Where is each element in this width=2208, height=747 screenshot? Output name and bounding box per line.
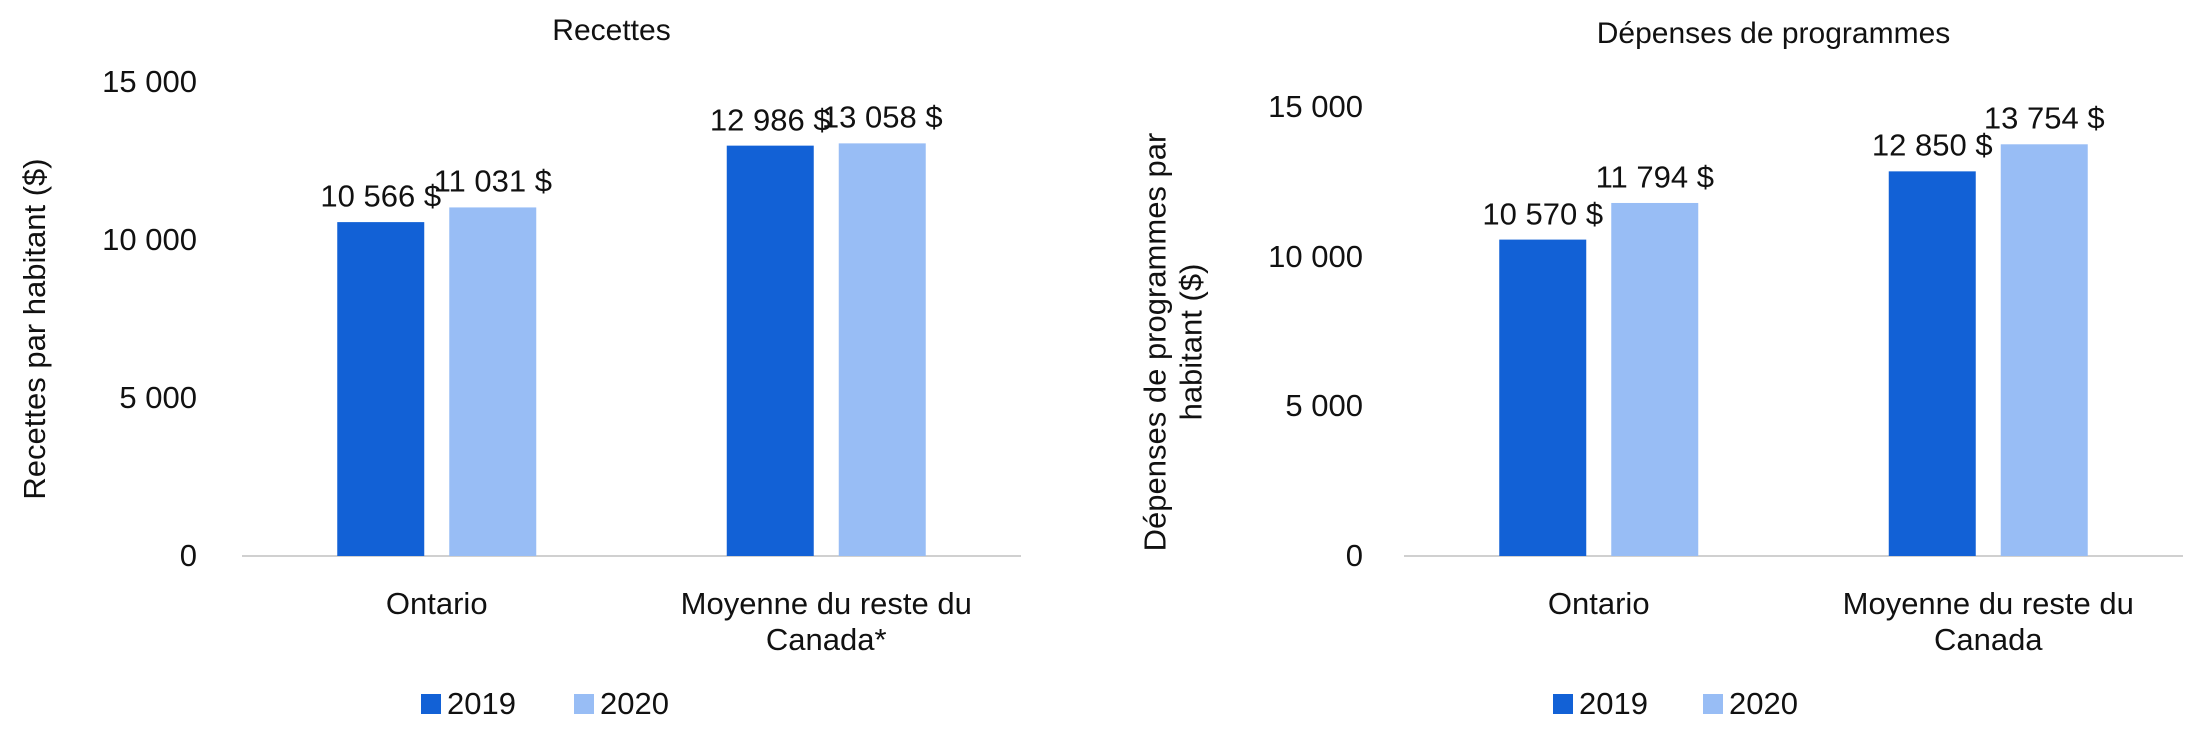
y-tick-label: 0 [1345,538,1363,574]
y-tick-label: 0 [179,538,197,574]
legend-swatch [1703,694,1723,714]
y-tick-label: 5 000 [1285,388,1363,424]
legend-label: 2020 [600,686,669,722]
x-tick-label: Moyenne du reste du Canada [1842,586,2134,657]
data-label: 10 570 $ [1482,195,1604,231]
legend-label: 2019 [1579,686,1648,722]
data-label: 12 850 $ [1871,127,1993,163]
y-tick-label: 15 000 [102,64,197,100]
bar [449,207,537,556]
y-tick-label: 15 000 [1268,89,1363,125]
bar [726,145,814,556]
y-tick-label: 5 000 [119,380,197,416]
chart-title: Dépenses de programmes [1596,16,1951,50]
bar [838,143,926,557]
data-label: 10 566 $ [320,178,442,214]
data-label: 12 986 $ [709,102,831,137]
bar [2000,144,2088,556]
bar [337,222,425,557]
legend-swatch [1553,694,1573,714]
y-axis-label: Recettes par habitant ($) [17,158,53,500]
x-tick-label: Ontario [385,586,488,621]
data-label: 13 754 $ [1983,100,2105,136]
chart-title: Recettes [552,13,671,47]
y-axis-label: Dépenses de programmes par habitant ($) [1137,132,1208,551]
bar [1888,171,1976,556]
legend-swatch [574,694,594,714]
bar [1499,239,1587,556]
legend-label: 2019 [447,686,516,722]
legend-label: 2020 [1729,686,1798,722]
data-label: 11 031 $ [433,163,552,199]
legend-swatch [421,694,441,714]
bar [1611,202,1699,557]
x-tick-label: Ontario [1547,586,1650,621]
y-tick-label: 10 000 [102,222,197,258]
data-label: 11 794 $ [1595,159,1714,195]
x-tick-label: Moyenne du reste du Canada* [680,586,972,657]
data-label: 13 058 $ [821,99,943,135]
y-tick-label: 10 000 [1268,238,1363,274]
